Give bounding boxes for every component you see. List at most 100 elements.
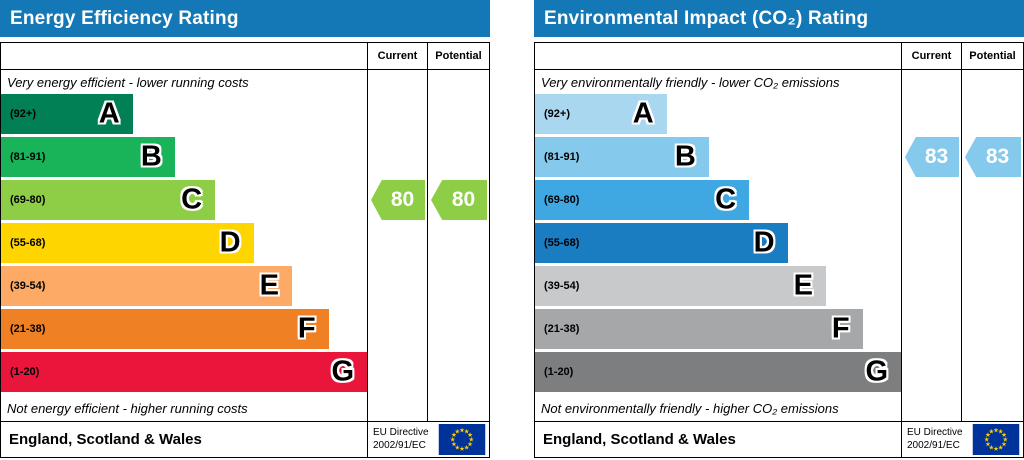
eu-directive-label: EU Directive 2002/91/EC [373,427,429,451]
band-row-f: (21-38) F [1,309,367,352]
caption-top: Very environmentally friendly - lower CO… [541,74,840,90]
band-row-c: (69-80) C [535,180,901,223]
column-header-row: Current Potential [535,43,1023,70]
band-bar-b: (81-91) B [535,137,709,177]
eu-directive-cell: EU Directive 2002/91/EC [901,422,1023,457]
band-row-g: (1-20) G [1,352,367,395]
band-bar-e: (39-54) E [535,266,826,306]
energy-chart-title: Energy Efficiency Rating [10,7,239,29]
band-bar-d: (55-68) D [1,223,254,263]
band-row-a: (92+) A [535,94,901,137]
band-list: (92+) A (81-91) B (69-80) C (55-68) D (39-54) E (2… [1,94,367,395]
band-letter: B [140,140,162,173]
band-range-label: (55-68) [544,237,580,249]
potential-rating-arrow: 83 [965,137,1021,177]
band-row-d: (55-68) D [535,223,901,266]
table-corner [1,43,367,69]
potential-rating-arrow: 80 [431,180,487,220]
band-range-label: (1-20) [10,366,40,378]
potential-column-header: Potential [427,43,489,69]
band-range-label: (1-20) [544,366,574,378]
co2-rating-table: Current Potential Very environmentally f… [534,42,1024,458]
band-bar-f: (21-38) F [1,309,329,349]
table-corner [535,43,901,69]
band-row-b: (81-91) B [1,137,367,180]
region-label: England, Scotland & Wales [9,431,202,448]
co2-chart-title-bar: Environmental Impact (CO₂) Rating [534,0,1024,37]
region-label: England, Scotland & Wales [543,431,736,448]
caption-top: Very energy efficient - lower running co… [7,74,249,90]
band-range-label: (81-91) [544,151,580,163]
band-letter: F [831,312,850,345]
band-row-d: (55-68) D [1,223,367,266]
band-bar-e: (39-54) E [1,266,292,306]
band-range-label: (81-91) [10,151,46,163]
band-row-a: (92+) A [1,94,367,137]
band-row-e: (39-54) E [1,266,367,309]
band-letter: G [865,355,888,388]
eu-flag-icon [972,424,1020,455]
band-range-label: (92+) [544,108,570,120]
band-letter: D [753,226,775,259]
band-range-label: (92+) [10,108,36,120]
band-area: Very environmentally friendly - lower CO… [535,70,901,421]
band-bar-d: (55-68) D [535,223,788,263]
eu-directive-label: EU Directive 2002/91/EC [907,427,963,451]
caption-bottom: Not environmentally friendly - higher CO… [541,400,839,416]
band-bar-g: (1-20) G [1,352,367,392]
eu-directive-cell: EU Directive 2002/91/EC [367,422,489,457]
band-range-label: (55-68) [10,237,46,249]
band-letter: A [632,97,654,130]
band-bar-a: (92+) A [535,94,667,134]
chart-footer: England, Scotland & Wales EU Directive 2… [1,421,489,457]
band-range-label: (69-80) [10,194,46,206]
chart-footer: England, Scotland & Wales EU Directive 2… [535,421,1023,457]
band-range-label: (69-80) [544,194,580,206]
band-letter: G [331,355,354,388]
band-letter: F [297,312,316,345]
band-bar-f: (21-38) F [535,309,863,349]
potential-column-header: Potential [961,43,1023,69]
column-header-row: Current Potential [1,43,489,70]
band-row-c: (69-80) C [1,180,367,223]
band-letter: D [219,226,241,259]
band-letter: C [715,183,737,216]
current-column-header: Current [367,43,427,69]
band-row-g: (1-20) G [535,352,901,395]
environmental-impact-rating-chart: Environmental Impact (CO₂) Rating Curren… [534,0,1024,458]
band-bar-c: (69-80) C [1,180,216,220]
band-row-e: (39-54) E [535,266,901,309]
band-list: (92+) A (81-91) B (69-80) C (55-68) D (39-54) E (2… [535,94,901,395]
potential-rating-column: 80 [427,70,489,421]
energy-efficiency-rating-chart: Energy Efficiency Rating Current Potenti… [0,0,490,458]
rating-body: Very energy efficient - lower running co… [1,70,489,421]
current-rating-column: 80 [367,70,427,421]
band-range-label: (21-38) [10,323,46,335]
band-letter: E [259,269,279,302]
band-row-f: (21-38) F [535,309,901,352]
energy-chart-title-bar: Energy Efficiency Rating [0,0,490,37]
band-bar-g: (1-20) G [535,352,901,392]
current-rating-column: 83 [901,70,961,421]
rating-body: Very environmentally friendly - lower CO… [535,70,1023,421]
band-range-label: (39-54) [10,280,46,292]
eu-flag-icon [438,424,486,455]
current-column-header: Current [901,43,961,69]
energy-rating-table: Current Potential Very energy efficient … [0,42,490,458]
band-bar-c: (69-80) C [535,180,750,220]
band-range-label: (39-54) [544,280,580,292]
band-range-label: (21-38) [544,323,580,335]
current-rating-arrow: 83 [905,137,959,177]
co2-chart-title: Environmental Impact (CO₂) Rating [544,7,869,29]
band-area: Very energy efficient - lower running co… [1,70,367,421]
band-letter: A [98,97,120,130]
current-rating-arrow: 80 [371,180,425,220]
caption-bottom: Not energy efficient - higher running co… [7,400,248,416]
band-letter: B [674,140,696,173]
band-letter: C [181,183,203,216]
band-letter: E [793,269,813,302]
potential-rating-column: 83 [961,70,1023,421]
band-bar-a: (92+) A [1,94,133,134]
band-bar-b: (81-91) B [1,137,175,177]
